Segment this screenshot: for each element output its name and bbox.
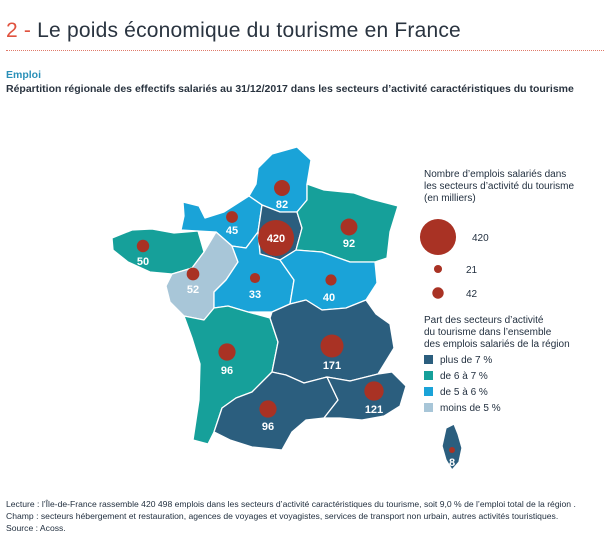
title-divider xyxy=(6,50,604,51)
bubble-8 xyxy=(218,343,236,361)
bubble-label-5: 52 xyxy=(187,284,199,296)
footer-champ: Champ : secteurs hébergement et restaura… xyxy=(6,511,559,521)
size-legend-circle-0 xyxy=(419,218,457,256)
region-paca xyxy=(323,371,407,421)
color-legend-label-3: moins de 5 % xyxy=(440,403,501,414)
size-legend-circle-1 xyxy=(433,264,443,274)
section-label: Emploi xyxy=(6,69,42,81)
bubble-label-1: 45 xyxy=(226,225,238,237)
color-legend-label-2: de 5 à 6 % xyxy=(440,387,488,398)
bubble-label-12: 8 xyxy=(449,457,455,469)
bubble-label-0: 82 xyxy=(276,199,288,211)
color-legend-swatch-3 xyxy=(424,403,433,412)
footer-lecture: Lecture : l’Île-de-France rassemble 420 … xyxy=(6,499,576,509)
bubble-label-10: 96 xyxy=(262,421,274,433)
color-legend-label-0: plus de 7 % xyxy=(440,355,492,366)
region-bretagne xyxy=(111,228,205,275)
bubble-9 xyxy=(320,334,344,358)
bubble-4 xyxy=(136,239,150,253)
map-subtitle: Répartition régionale des effectifs sala… xyxy=(6,83,574,95)
bubble-label-8: 96 xyxy=(221,365,233,377)
bubble-label-7: 40 xyxy=(323,292,335,304)
color-legend-title-1: du tourisme dans l’ensemble xyxy=(424,327,552,338)
bubble-10 xyxy=(259,400,277,418)
bubble-label-6: 33 xyxy=(249,289,261,301)
bubble-0 xyxy=(274,180,290,196)
bubble-label-11: 121 xyxy=(365,404,383,416)
title-number: 2 - xyxy=(6,19,32,42)
color-legend-title-0: Part des secteurs d’activité xyxy=(424,315,544,326)
color-legend-label-1: de 6 à 7 % xyxy=(440,371,488,382)
bubble-7 xyxy=(325,274,337,286)
page-title: 2 - Le poids économique du tourisme en F… xyxy=(6,19,461,43)
size-legend-title-2: (en milliers) xyxy=(424,193,476,204)
color-legend-swatch-2 xyxy=(424,387,433,396)
color-legend-swatch-0 xyxy=(424,355,433,364)
bubble-6 xyxy=(249,272,261,284)
bubble-label-3: 92 xyxy=(343,238,355,250)
bubble-12 xyxy=(449,447,455,453)
size-legend-label-0: 420 xyxy=(472,233,489,244)
bubble-label-2: 420 xyxy=(267,233,285,245)
color-legend-title-2: des emplois salariés de la région xyxy=(424,339,570,350)
footer-notes: Lecture : l’Île-de-France rassemble 420 … xyxy=(6,498,576,534)
bubble-label-4: 50 xyxy=(137,256,149,268)
bubble-11 xyxy=(364,381,384,401)
size-legend-circle-2 xyxy=(432,287,444,299)
bubble-5 xyxy=(186,267,200,281)
color-legend-swatch-1 xyxy=(424,371,433,380)
bubble-3 xyxy=(340,218,358,236)
bubble-1 xyxy=(226,211,238,223)
title-text: Le poids économique du tourisme en Franc… xyxy=(37,19,461,42)
bubbles-layer: 82 45 420 92 50 52 33 40 96 171 96 121 8 xyxy=(136,180,455,469)
size-legend-title-0: Nombre d’emplois salariés dans xyxy=(424,169,566,180)
regions-layer xyxy=(111,146,463,471)
size-legend-title-1: les secteurs d’activité du tourisme xyxy=(424,181,575,192)
size-legend-label-1: 21 xyxy=(466,265,478,276)
size-legend-label-2: 42 xyxy=(466,289,478,300)
bubble-2 xyxy=(257,219,295,257)
bubble-label-9: 171 xyxy=(323,360,341,372)
footer-source: Source : Acoss. xyxy=(6,523,66,533)
